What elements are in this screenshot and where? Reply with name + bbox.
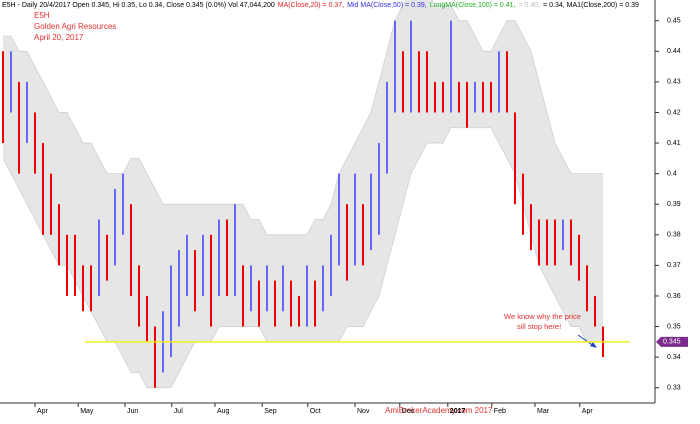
band-fill (3, 0, 603, 388)
x-tick-label: Apr (582, 408, 594, 415)
x-tick-label: Oct (310, 408, 321, 415)
x-tick-label: Jul (174, 408, 183, 415)
x-tick-label: Sep (264, 408, 277, 415)
y-tick-label: 0.39 (667, 201, 681, 208)
y-tick-label: 0.34 (667, 354, 681, 361)
bar-layer (2, 20, 604, 388)
y-tick-label: 0.35 (667, 323, 681, 330)
header-part: = 0.40, (519, 2, 541, 9)
header: E5H - Daily 20/4/2017 Open 0.345, Hi 0.3… (2, 2, 639, 9)
x-tick-label: Dec (402, 408, 415, 415)
price-tag-label: 0.345 (663, 339, 681, 346)
ticker: E5H (34, 11, 50, 20)
x-tick-label: Aug (217, 408, 230, 415)
header-part: LongMA(Close,100) = 0.41, (430, 2, 516, 9)
arrow (577, 334, 595, 347)
price-tag (656, 336, 688, 347)
header-part: E5H - Daily 20/4/2017 Open 0.345, Hi 0.3… (2, 2, 275, 9)
y-tick-label: 0.36 (667, 293, 681, 300)
y-tick-label: 0.42 (667, 109, 681, 116)
x-tick-label: Mar (537, 408, 550, 415)
company: Golden Agri Resources (34, 22, 116, 31)
arrow-head (590, 342, 597, 348)
y-tick-label: 0.37 (667, 262, 681, 269)
date: April 20, 2017 (34, 33, 84, 42)
header-part: MA(Close,20) = 0.37, (278, 2, 344, 9)
y-tick-label: 0.33 (667, 385, 681, 392)
y-tick-label: 0.45 (667, 18, 681, 25)
y-tick-label: 0.44 (667, 48, 681, 55)
y-tick-label: 0.41 (667, 140, 681, 147)
x-tick-label: 2017 (450, 408, 466, 415)
x-tick-label: Jun (127, 408, 138, 415)
x-tick-label: Nov (357, 408, 370, 415)
header-part: Mid MA(Close,50) = 0.39, (347, 2, 427, 9)
annotation: sill stop here! (517, 322, 561, 331)
x-tick-label: Feb (494, 408, 506, 415)
watermark: AmiBrokerAcademy.com 2017 (385, 406, 493, 415)
y-tick-label: 0.43 (667, 79, 681, 86)
y-tick-label: 0.4 (667, 170, 677, 177)
y-tick-label: 0.38 (667, 232, 681, 239)
band-edge (3, 0, 603, 236)
x-tick-label: Apr (37, 408, 49, 415)
header-part: = 0.34, MA1(Close,200) = 0.39 (543, 2, 639, 9)
x-tick-label: May (80, 408, 94, 415)
annotation: We know why the price (504, 312, 581, 321)
